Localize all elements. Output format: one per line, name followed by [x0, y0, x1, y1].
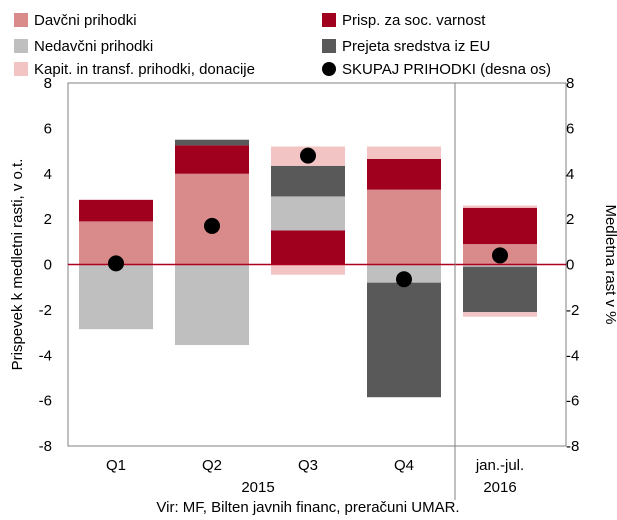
legend-label: Davčni prihodki [34, 12, 137, 29]
y-axis-right: 8 6 4 2 0 -2 -4 -6 -8 [566, 75, 579, 455]
y-right-tick-label: -2 [566, 302, 579, 319]
y-left-tick-label: -6 [39, 393, 52, 410]
x-tick-label: Q1 [106, 457, 126, 474]
y-right-tick-label: -6 [566, 393, 579, 410]
legend-swatch [14, 62, 28, 76]
x-year-label: 2016 [483, 479, 516, 496]
y-right-tick-label: 0 [566, 257, 574, 274]
total-point-Q3 [300, 147, 316, 164]
total-point-Q2 [204, 217, 220, 234]
bar-Q2-series-1 [175, 145, 249, 174]
bar-jan.-jul.-series-1 [463, 207, 537, 245]
legend-swatch [14, 39, 28, 53]
x-tick-label: jan.-jul. [475, 457, 524, 474]
legend: Davčni prihodki Prisp. za soc. varnost Ned… [14, 12, 551, 78]
bar-Q1-series-2 [79, 264, 153, 330]
y-left-tick-label: 0 [44, 257, 52, 274]
bar-Q2-series-2 [175, 264, 249, 346]
y-right-tick-label: 4 [566, 166, 574, 183]
x-year-label: 2015 [241, 479, 274, 496]
bar-Q3-series-5 [271, 264, 345, 275]
x-axis: Q1 Q2 Q3 Q4 jan.-jul. 2015 2016 [106, 457, 524, 496]
bar-Q4-series-4 [367, 146, 441, 160]
x-tick-label: Q3 [298, 457, 318, 474]
bar-Q3-series-2 [271, 196, 345, 231]
y-left-tick-label: -2 [39, 302, 52, 319]
y-axis-right-title: Medletna rast v % [602, 204, 617, 324]
legend-swatch [322, 13, 336, 27]
legend-swatch [14, 13, 28, 27]
y-left-tick-label: -8 [39, 438, 52, 455]
bar-jan.-jul.-series-3 [463, 266, 537, 313]
legend-label: Prejeta sredstva iz EU [342, 38, 490, 55]
bar-jan.-jul.-series-4 [463, 205, 537, 208]
x-tick-label: Q2 [202, 457, 222, 474]
y-left-tick-label: 2 [44, 211, 52, 228]
y-left-tick-label: -4 [39, 347, 52, 364]
legend-label: Prisp. za soc. varnost [342, 12, 486, 29]
legend-swatch [322, 39, 336, 53]
x-tick-label: Q4 [394, 457, 414, 474]
y-right-tick-label: 8 [566, 75, 574, 92]
y-axis-left: 8 6 4 2 0 -2 -4 -6 -8 [39, 75, 52, 455]
legend-label: Nedavčni prihodki [34, 38, 153, 55]
bar-Q1-series-1 [79, 199, 153, 222]
bar-Q4-series-3 [367, 282, 441, 398]
total-point-Q1 [108, 255, 124, 272]
legend-label: Kapit. in transf. prihodki, donacije [34, 61, 255, 78]
bar-jan.-jul.-series-5 [463, 312, 537, 317]
total-points [108, 147, 508, 288]
bar-Q2-series-3 [175, 139, 249, 146]
total-point-Q4 [396, 271, 412, 288]
bar-jan.-jul.-series-2 [463, 264, 537, 267]
y-right-tick-label: 6 [566, 120, 574, 137]
source-note: Vir: MF, Bilten javnih financ, preračuni… [156, 499, 459, 516]
bars [79, 139, 537, 398]
y-left-tick-label: 6 [44, 120, 52, 137]
y-right-tick-label: 2 [566, 211, 574, 228]
y-axis-left-title: Prispevek k medletni rasti, v o.t. [9, 159, 26, 371]
legend-marker [322, 62, 336, 76]
y-right-tick-label: -4 [566, 347, 579, 364]
bar-Q4-series-0 [367, 189, 441, 265]
bar-Q4-series-1 [367, 159, 441, 190]
legend-label: SKUPAJ PRIHODKI (desna os) [342, 61, 551, 78]
y-right-tick-label: -8 [566, 438, 579, 455]
bar-Q3-series-1 [271, 230, 345, 265]
y-left-tick-label: 8 [44, 75, 52, 92]
bar-Q3-series-3 [271, 165, 345, 197]
total-point-jan.-jul. [492, 247, 508, 264]
y-left-tick-label: 4 [44, 166, 52, 183]
